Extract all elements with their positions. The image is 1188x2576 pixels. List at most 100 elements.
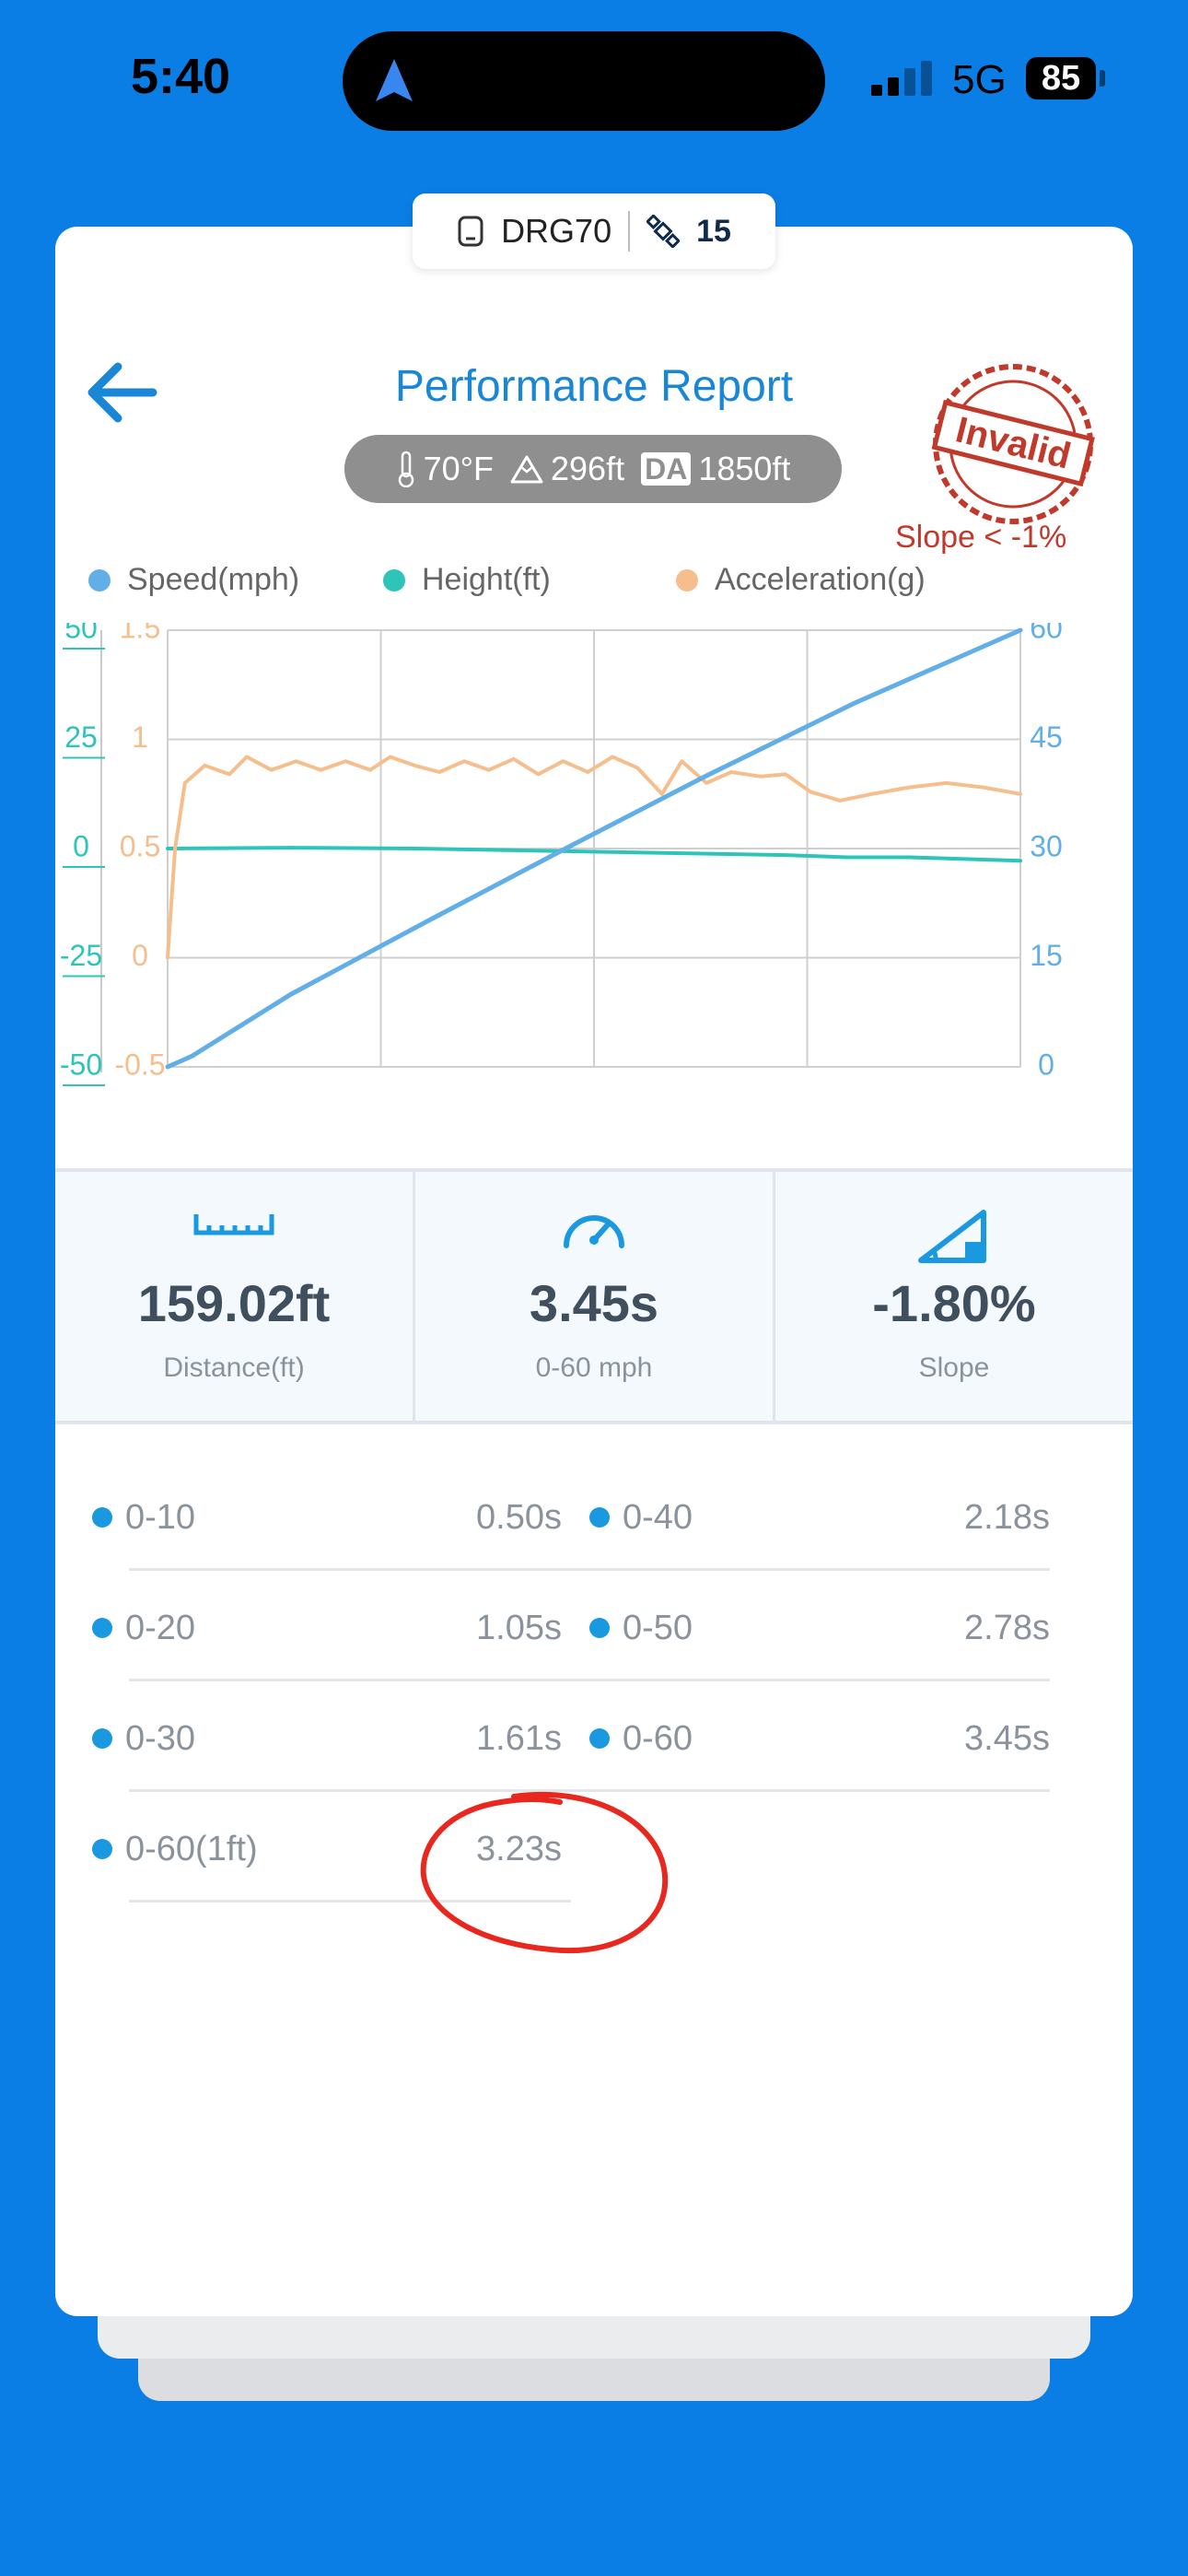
stats-panel: 159.02ft Distance(ft) 3.45s 0-60 mph -1.… [55,1168,1133,1424]
stat-zero-sixty: 3.45s 0-60 mph [413,1172,773,1421]
split-row: 0-60 3.45s [589,1692,1050,1802]
split-divider [129,1568,1050,1571]
zero-sixty-value: 3.45s [529,1274,659,1332]
height-tick-label: 50 [64,623,98,644]
split-row: 0-30 1.61s [92,1692,1050,1802]
zero-sixty-label: 0-60 mph [535,1352,653,1383]
split-time: 3.45s [964,1719,1050,1758]
elevation-item: 296ft [510,450,624,488]
speed-tick-label: 45 [1030,720,1063,754]
device-icon [458,216,483,247]
acceleration-tick-label: 1.5 [120,623,160,644]
device-pill[interactable]: DRG70 15 [413,193,775,269]
thermometer-icon [398,451,413,487]
density-altitude-item: DA 1850ft [641,450,790,488]
legend-acceleration-label: Acceleration(g) [715,562,926,597]
split-bullet [589,1507,610,1528]
split-row: 0-20 1.05s [92,1581,1050,1692]
slope-warning: Slope < -1% [895,520,1067,555]
split-name: 0-20 [125,1609,196,1647]
split-time: 1.61s [476,1719,562,1758]
mountain-icon [510,455,543,484]
device-name: DRG70 [501,212,612,250]
height-tick-label: -25 [60,939,102,972]
speedometer-icon [564,1215,624,1248]
split-time: 3.23s [476,1830,562,1868]
satellite-icon [646,215,681,248]
annotation-circle [420,1791,669,1954]
legend-acceleration: Acceleration(g) [676,562,926,598]
invalid-stamp: Invalid [931,364,1095,524]
split-name: 0-40 [623,1498,693,1537]
battery-tip [1100,70,1105,87]
slope-icon [918,1210,986,1263]
temperature-value: 70°F [423,450,495,487]
split-bullet [589,1728,610,1749]
satellite-count: 15 [696,213,731,249]
split-divider [129,1679,1050,1681]
pill-divider [628,211,631,252]
height-line [166,846,1022,863]
split-divider [129,1900,571,1903]
legend-height: Height(ft) [383,562,676,598]
speed-tick-label: 15 [1030,939,1063,972]
height-tick-label: 25 [64,720,98,754]
page-title: Performance Report [394,362,794,411]
acceleration-tick-label: 0.5 [120,829,160,862]
ruler-icon [193,1214,274,1235]
density-altitude-value: 1850ft [698,450,791,487]
speed-tick-label: 0 [1038,1048,1054,1081]
split-name: 0-10 [125,1498,196,1537]
acceleration-line [166,755,1022,960]
split-name: 0-60 [623,1719,693,1758]
slope-label: Slope [918,1352,990,1383]
split-name: 0-60(1ft) [125,1830,258,1868]
status-time: 5:40 [131,49,231,104]
network-type: 5G [952,57,1007,102]
height-tick-label: -50 [60,1048,102,1081]
stat-slope: -1.80% Slope [773,1172,1133,1421]
legend-acceleration-dot [676,568,698,591]
split-row: 0-10 0.50s [92,1470,1050,1581]
temperature-item: 70°F [396,450,494,488]
split-time: 0.50s [476,1498,562,1537]
legend-speed-label: Speed(mph) [127,562,300,597]
split-name: 0-50 [623,1609,693,1647]
legend-speed-dot [88,568,111,591]
acceleration-tick-label: 1 [132,720,148,754]
speed-tick-label: 30 [1030,829,1063,862]
split-time: 2.18s [964,1498,1050,1537]
conditions-pill: 70°F 296ft DA 1850ft [344,435,842,503]
stat-distance: 159.02ft Distance(ft) [55,1172,413,1421]
legend-height-dot [383,568,405,591]
dynamic-island [343,31,825,131]
split-bullet [92,1839,112,1859]
split-row: 0-50 2.78s [589,1581,1050,1692]
chart-legend: Speed(mph) Height(ft) Acceleration(g) [88,562,926,598]
performance-chart: 50 1.5 60 25 1 45 0 0.5 30 -25 0 15 -50 -0.5 0 [60,623,1063,1086]
split-row: 0-40 2.18s [589,1470,1050,1581]
signal-icon [871,61,932,96]
battery-icon: 85 [1026,57,1096,100]
da-badge: DA [641,452,692,486]
location-arrow-icon [376,59,413,101]
height-tick-label: 0 [73,829,89,862]
split-bullet [92,1507,112,1528]
split-divider [129,1789,1050,1792]
legend-height-label: Height(ft) [422,562,551,597]
elevation-value: 296ft [551,450,625,487]
speed-line [165,627,1023,1070]
split-bullet [92,1728,112,1749]
slope-value: -1.80% [872,1274,1036,1332]
split-time: 1.05s [476,1609,562,1647]
acceleration-tick-label: -0.5 [114,1048,165,1081]
distance-label: Distance(ft) [163,1352,305,1383]
back-arrow-icon[interactable] [81,356,160,429]
split-row: 0-60(1ft) 3.23s [92,1802,571,1913]
speed-tick-label: 60 [1030,623,1063,644]
acceleration-tick-label: 0 [132,939,148,972]
split-bullet [92,1618,112,1638]
split-time: 2.78s [964,1609,1050,1647]
split-name: 0-30 [125,1719,196,1758]
split-bullet [589,1618,610,1638]
